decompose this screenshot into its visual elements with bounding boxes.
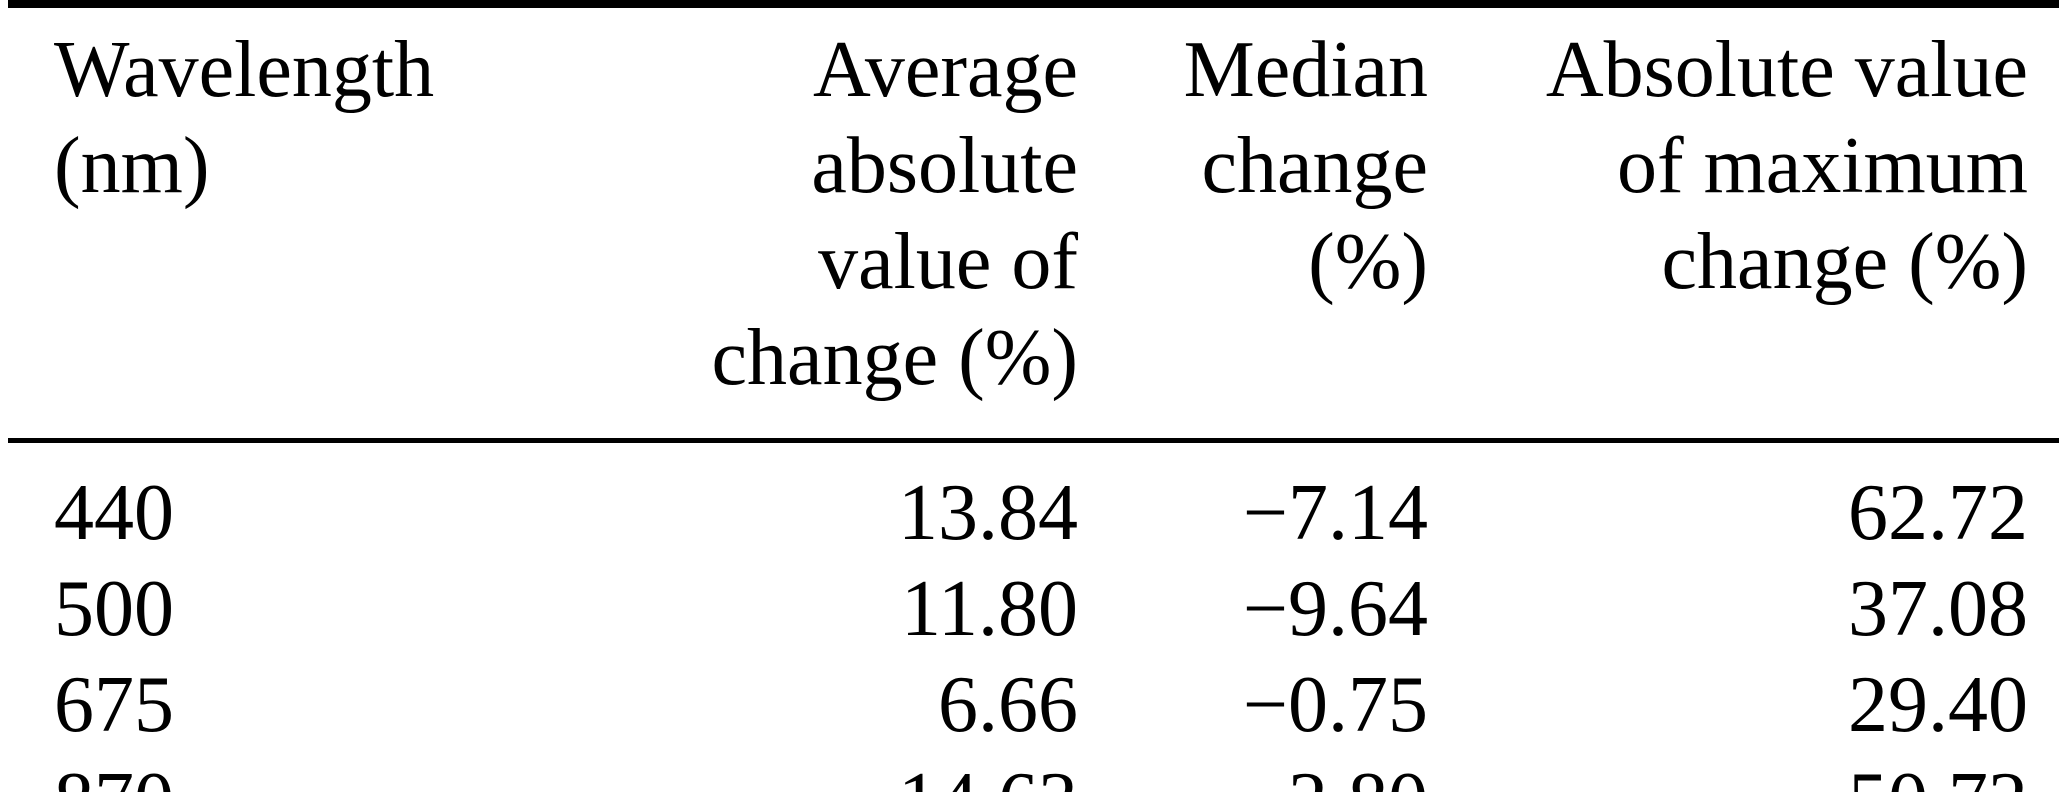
cell-median-change: −2.80	[1078, 753, 1428, 792]
table-row: 440 13.84 −7.14 62.72	[8, 441, 2059, 562]
cell-median-change: −9.64	[1242, 565, 1428, 653]
table-row: 675 6.66 −0.75 29.40	[8, 657, 2059, 753]
header-row: Wavelength (nm) Average absolute value o…	[8, 4, 2059, 443]
cell-max-change: 62.72	[1848, 469, 2028, 557]
cell-median-change: −0.75	[1242, 661, 1428, 749]
table-body: 440 13.84 −7.14 62.72 500 11.80 −9.64 37…	[8, 441, 2059, 792]
table-row: 500 11.80 −9.64 37.08	[8, 561, 2059, 657]
table-row: 870 14.63 −2.80 50.72	[8, 753, 2059, 792]
cell-wavelength: 440	[54, 469, 174, 557]
table-header: Wavelength (nm) Average absolute value o…	[8, 4, 2059, 443]
statistics-table: Wavelength (nm) Average absolute value o…	[8, 0, 2059, 792]
cell-wavelength: 675	[54, 661, 174, 749]
cell-median-change: −7.14	[1242, 469, 1428, 557]
cell-wavelength: 500	[54, 565, 174, 653]
cell-average-change: 11.80	[900, 565, 1078, 653]
header-cell-average-absolute-change: Average absolute value of change (%)	[540, 4, 1078, 443]
header-cell-wavelength: Wavelength (nm)	[8, 4, 540, 443]
cell-max-change: 29.40	[1848, 661, 2028, 749]
cell-average-change: 13.84	[898, 469, 1078, 557]
header-cell-absolute-max-change: Absolute value of maximum change (%)	[1428, 4, 2059, 443]
cell-average-change: 6.66	[938, 661, 1078, 749]
cell-max-change: 50.72	[1428, 753, 2059, 792]
cell-wavelength: 870	[8, 753, 540, 792]
cell-max-change: 37.08	[1848, 565, 2028, 653]
header-cell-median-change: Median change (%)	[1078, 4, 1428, 443]
cell-average-change: 14.63	[540, 753, 1078, 792]
